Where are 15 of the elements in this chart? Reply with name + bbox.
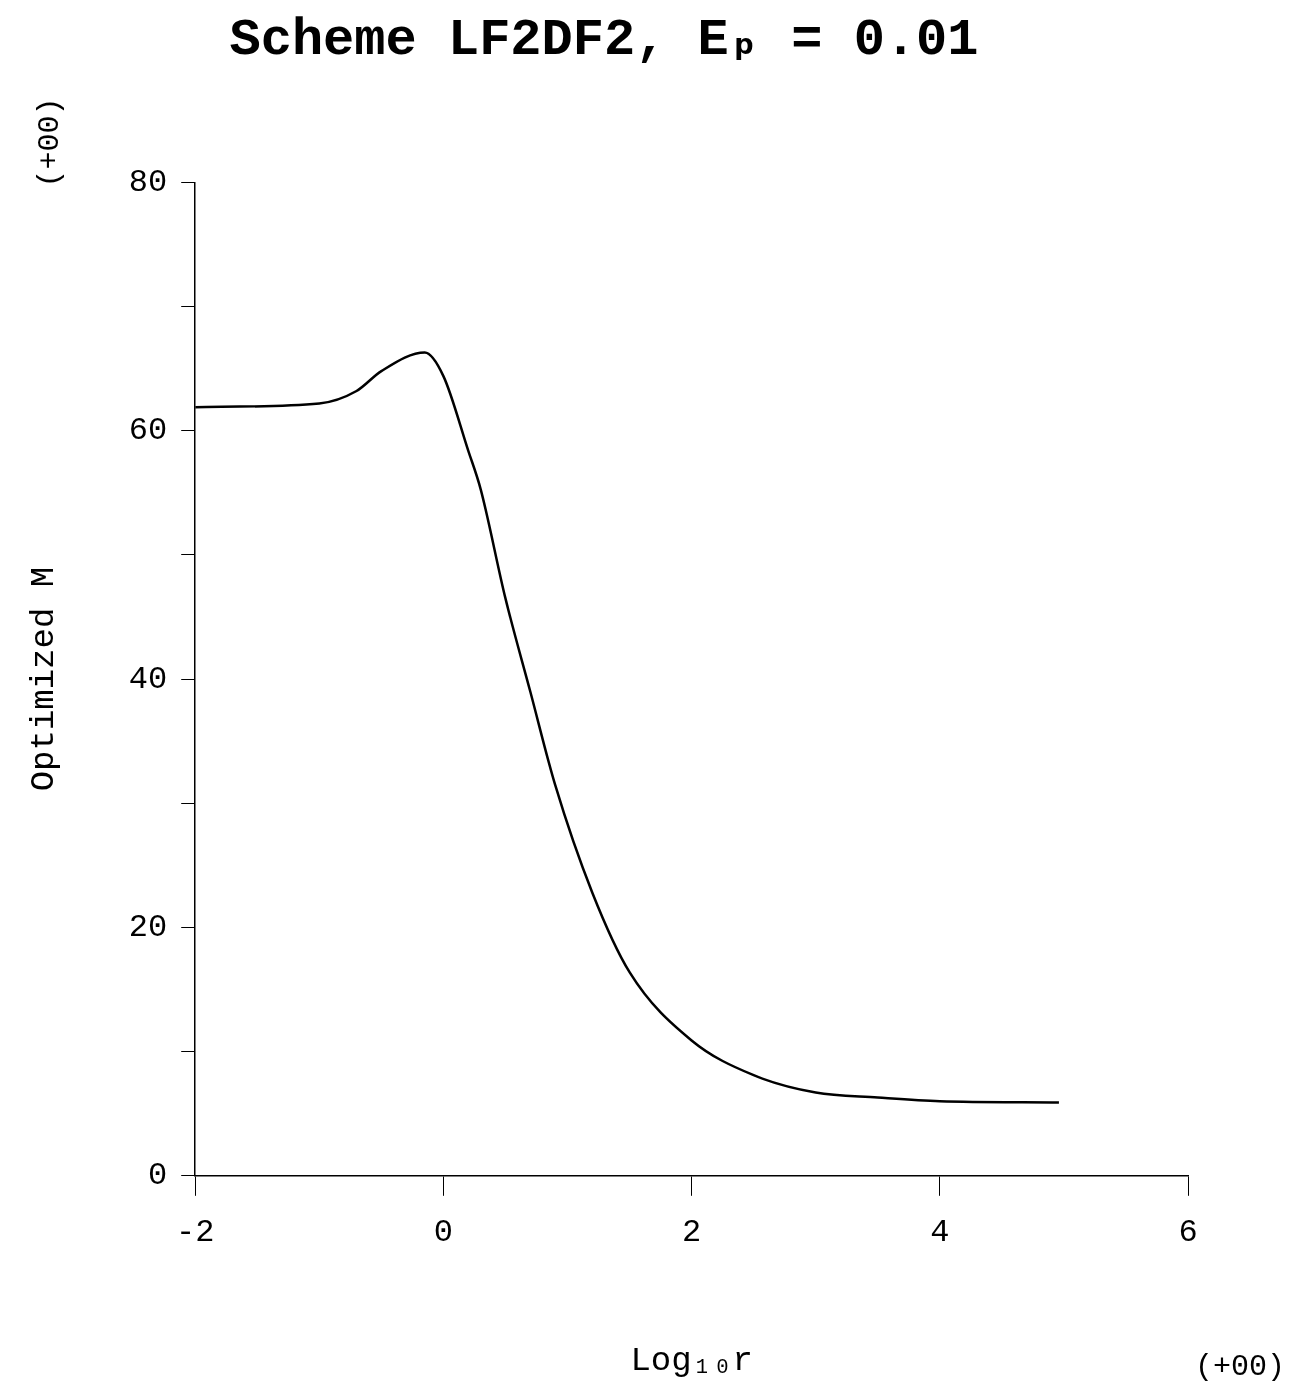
text: (+00)	[32, 97, 67, 188]
chart-title: Scheme LF2DF2, Eₚ = 0.01	[229, 11, 979, 71]
y-tick-label: 40	[128, 660, 168, 698]
y-axis-title: Optimized M	[25, 566, 64, 792]
y-tick-label: 80	[128, 163, 168, 201]
x-tick-label: 4	[930, 1214, 950, 1252]
x-axis-title: Log₁₀r	[630, 1341, 753, 1380]
text: (+00)	[1194, 1350, 1285, 1384]
y-tick-label: 0	[148, 1157, 168, 1195]
y-tick-label: 20	[128, 908, 168, 946]
x-tick-label: 0	[433, 1214, 454, 1252]
x-tick-label: 2	[682, 1214, 702, 1252]
y-tick-label: 60	[128, 412, 168, 450]
x-tick-label: 6	[1178, 1214, 1198, 1252]
x-tick-label: -2	[176, 1214, 215, 1252]
